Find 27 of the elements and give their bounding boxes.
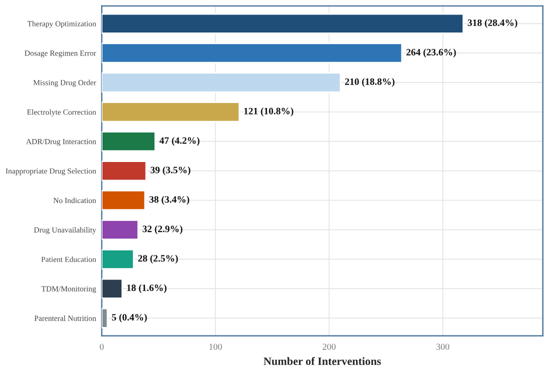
bar	[102, 160, 147, 182]
bar	[102, 219, 139, 240]
data-label: 39 (3.5%)	[150, 166, 190, 176]
data-label: 318 (28.4%)	[468, 19, 518, 28]
data-label: 264 (23.6%)	[406, 48, 456, 58]
bar	[102, 248, 134, 270]
data-label: 32 (2.9%)	[142, 225, 182, 234]
bar	[102, 131, 156, 152]
x-tick-label: 100	[209, 344, 222, 350]
x-tick-label: 200	[322, 344, 336, 350]
data-label: 38 (3.4%)	[149, 196, 190, 205]
bar	[102, 72, 342, 93]
data-label: 5 (0.4%)	[112, 314, 147, 323]
data-label: 28 (2.5%)	[138, 254, 178, 264]
bar	[102, 102, 240, 122]
bar	[102, 278, 123, 299]
data-label: 210 (18.8%)	[345, 78, 394, 87]
bar	[102, 190, 146, 211]
x-tick-label: 300	[436, 344, 450, 350]
bar	[102, 308, 108, 328]
x-axis-title: Number of Interventions	[264, 357, 381, 366]
data-label: 18 (1.6%)	[127, 284, 166, 294]
bar	[102, 13, 464, 34]
bar	[102, 42, 403, 64]
data-label: 121 (10.8%)	[244, 108, 294, 116]
data-label: 47 (4.2%)	[159, 136, 200, 146]
x-tick-label: 0	[100, 344, 104, 350]
